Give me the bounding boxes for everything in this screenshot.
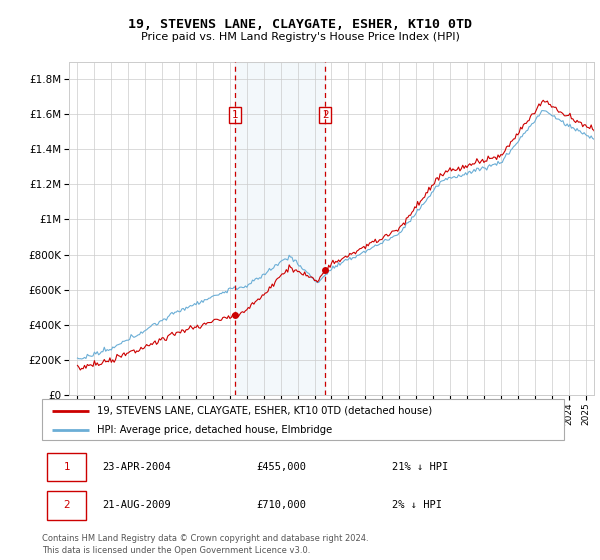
Text: 21-AUG-2009: 21-AUG-2009 (102, 501, 171, 511)
Text: Price paid vs. HM Land Registry's House Price Index (HPI): Price paid vs. HM Land Registry's House … (140, 32, 460, 42)
Text: 1: 1 (232, 110, 238, 120)
Text: 19, STEVENS LANE, CLAYGATE, ESHER, KT10 0TD: 19, STEVENS LANE, CLAYGATE, ESHER, KT10 … (128, 18, 472, 31)
Text: HPI: Average price, detached house, Elmbridge: HPI: Average price, detached house, Elmb… (97, 424, 332, 435)
Text: £455,000: £455,000 (256, 462, 306, 472)
Text: £710,000: £710,000 (256, 501, 306, 511)
Text: 2% ↓ HPI: 2% ↓ HPI (392, 501, 442, 511)
Text: 1: 1 (64, 462, 70, 472)
FancyBboxPatch shape (47, 491, 86, 520)
Text: 19, STEVENS LANE, CLAYGATE, ESHER, KT10 0TD (detached house): 19, STEVENS LANE, CLAYGATE, ESHER, KT10 … (97, 405, 432, 416)
Text: Contains HM Land Registry data © Crown copyright and database right 2024.
This d: Contains HM Land Registry data © Crown c… (42, 534, 368, 555)
Text: 23-APR-2004: 23-APR-2004 (102, 462, 171, 472)
FancyBboxPatch shape (42, 399, 564, 440)
Text: 2: 2 (64, 501, 70, 511)
Text: 2: 2 (322, 110, 329, 120)
Text: 21% ↓ HPI: 21% ↓ HPI (392, 462, 448, 472)
FancyBboxPatch shape (47, 452, 86, 481)
Bar (235, 62, 325, 395)
